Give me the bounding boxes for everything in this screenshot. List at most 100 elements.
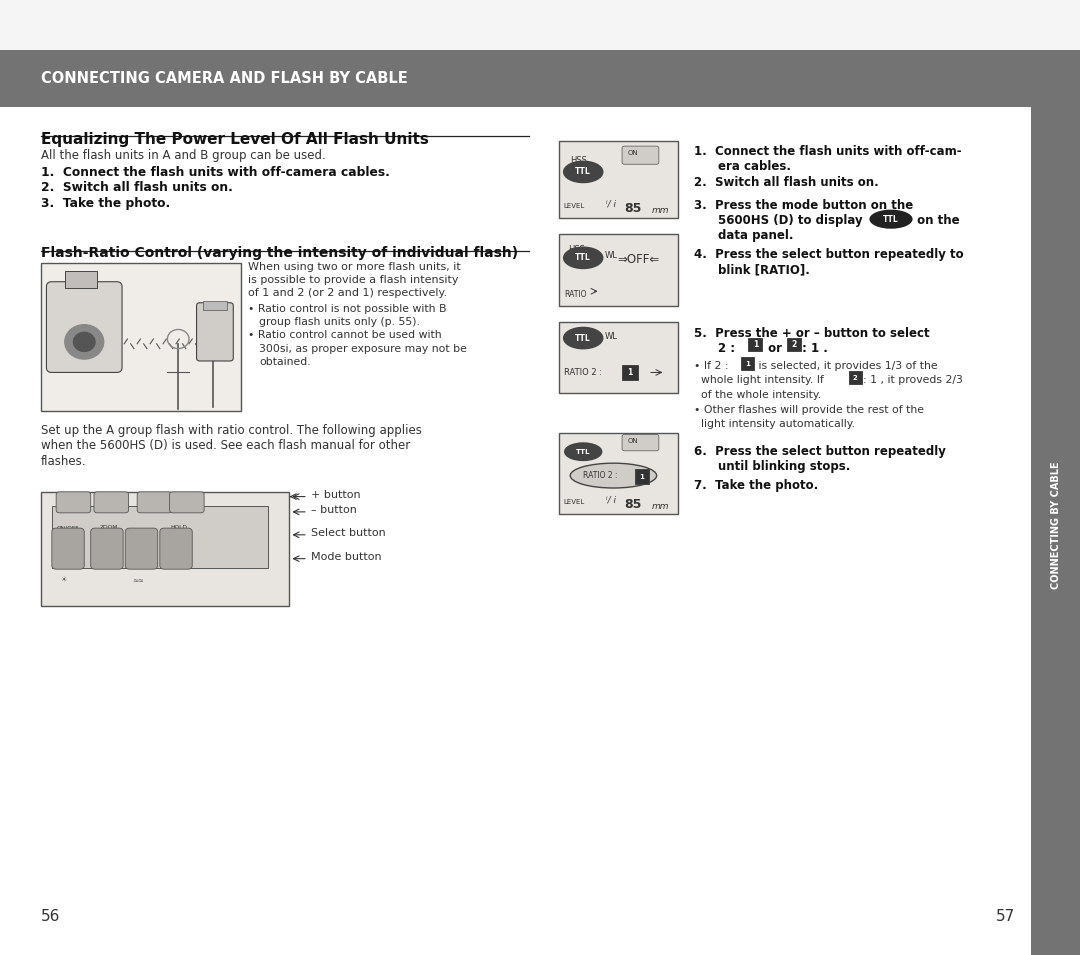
- Bar: [787, 338, 801, 351]
- Text: light intensity automatically.: light intensity automatically.: [694, 419, 855, 429]
- Text: or: or: [764, 342, 785, 355]
- Text: + button: + button: [311, 490, 361, 499]
- Text: 3.  Take the photo.: 3. Take the photo.: [41, 197, 171, 210]
- Text: Mode button: Mode button: [311, 552, 381, 562]
- Bar: [748, 338, 762, 351]
- Text: 2: 2: [792, 340, 797, 350]
- FancyBboxPatch shape: [52, 528, 84, 569]
- Text: 2: 2: [853, 375, 858, 381]
- Ellipse shape: [564, 328, 603, 349]
- Text: –: –: [153, 493, 158, 501]
- Text: ZOOM: ZOOM: [99, 525, 118, 530]
- Text: : 1 , it proveds 2/3: : 1 , it proveds 2/3: [863, 375, 962, 385]
- Bar: [1031, 50, 1080, 955]
- Text: 85: 85: [624, 498, 642, 511]
- Text: • Ratio control is not possible with B: • Ratio control is not possible with B: [248, 304, 447, 313]
- Bar: [559, 234, 678, 306]
- Text: • If 2 :: • If 2 :: [694, 361, 729, 371]
- FancyBboxPatch shape: [197, 303, 233, 361]
- FancyBboxPatch shape: [170, 492, 204, 513]
- Text: flashes.: flashes.: [41, 455, 86, 468]
- FancyBboxPatch shape: [622, 146, 659, 164]
- Text: MODE: MODE: [59, 493, 80, 499]
- Text: 2.  Switch all flash units on.: 2. Switch all flash units on.: [41, 181, 233, 195]
- FancyBboxPatch shape: [160, 528, 192, 569]
- Text: LEVEL: LEVEL: [564, 499, 585, 505]
- Text: blink [RATIO].: blink [RATIO].: [718, 264, 810, 277]
- Text: 6.  Press the select button repeatedly: 6. Press the select button repeatedly: [694, 445, 946, 458]
- Circle shape: [65, 325, 104, 359]
- Text: TTL: TTL: [576, 449, 591, 455]
- Bar: [622, 365, 638, 380]
- Text: When using two or more flash units, it: When using two or more flash units, it: [248, 262, 461, 271]
- Ellipse shape: [564, 247, 603, 268]
- Text: RATIO 2 :: RATIO 2 :: [583, 471, 618, 480]
- Text: RATIO 2 :: RATIO 2 :: [564, 368, 602, 377]
- FancyBboxPatch shape: [46, 282, 122, 372]
- Circle shape: [73, 332, 95, 351]
- Text: 5600HS (D) to display: 5600HS (D) to display: [718, 214, 863, 227]
- Text: 56: 56: [41, 909, 60, 924]
- Bar: [65, 271, 97, 288]
- Bar: [741, 357, 754, 370]
- Text: is selected, it provides 1/3 of the: is selected, it provides 1/3 of the: [755, 361, 937, 371]
- Text: 1: 1: [639, 474, 645, 479]
- Text: : 1 .: : 1 .: [802, 342, 828, 355]
- Text: mm: mm: [651, 205, 669, 215]
- Text: CONNECTING BY CABLE: CONNECTING BY CABLE: [1051, 461, 1061, 589]
- Text: WL: WL: [605, 251, 618, 261]
- Bar: [559, 141, 678, 218]
- Text: HSS: HSS: [568, 245, 585, 254]
- Text: mm: mm: [651, 501, 669, 511]
- Text: group flash units only (p. 55).: group flash units only (p. 55).: [259, 317, 420, 327]
- Text: RATIO: RATIO: [564, 289, 586, 299]
- Text: 300si, as proper exposure may not be: 300si, as proper exposure may not be: [259, 344, 467, 353]
- Text: ON/OFF: ON/OFF: [56, 525, 79, 530]
- Text: • Other flashes will provide the rest of the: • Other flashes will provide the rest of…: [694, 405, 924, 414]
- Text: 5.  Press the + or – button to select: 5. Press the + or – button to select: [694, 327, 930, 340]
- Text: TTL: TTL: [576, 333, 591, 343]
- Text: 4.  Press the select button repeatedly to: 4. Press the select button repeatedly to: [694, 248, 964, 262]
- Bar: [41, 492, 289, 606]
- Bar: [635, 469, 649, 484]
- Text: is possible to provide a flash intensity: is possible to provide a flash intensity: [248, 275, 459, 285]
- Ellipse shape: [570, 463, 657, 488]
- Text: Flash-Ratio Control (varying the intensity of individual flash): Flash-Ratio Control (varying the intensi…: [41, 246, 518, 261]
- Text: ON: ON: [627, 150, 638, 156]
- Text: HOLD: HOLD: [171, 525, 188, 530]
- Text: Set up the A group flash with ratio control. The following applies: Set up the A group flash with ratio cont…: [41, 424, 422, 437]
- Text: ≈≈: ≈≈: [132, 578, 144, 584]
- Text: 1: 1: [745, 361, 750, 367]
- FancyBboxPatch shape: [56, 492, 91, 513]
- Text: TTL: TTL: [883, 215, 899, 223]
- Text: until blinking stops.: until blinking stops.: [718, 460, 851, 474]
- Text: 1: 1: [627, 368, 633, 377]
- Text: CONNECTING CAMERA AND FLASH BY CABLE: CONNECTING CAMERA AND FLASH BY CABLE: [41, 71, 408, 86]
- Text: whole light intensity. If: whole light intensity. If: [694, 375, 827, 385]
- Text: Select button: Select button: [311, 528, 386, 538]
- FancyBboxPatch shape: [125, 528, 158, 569]
- Text: of the whole intensity.: of the whole intensity.: [694, 390, 822, 399]
- Text: 1.  Connect the flash units with off-cam-: 1. Connect the flash units with off-cam-: [694, 145, 962, 159]
- Text: TTL: TTL: [576, 167, 591, 177]
- Bar: [559, 433, 678, 514]
- Text: 3.  Press the mode button on the: 3. Press the mode button on the: [694, 199, 914, 212]
- Ellipse shape: [565, 443, 602, 460]
- Ellipse shape: [564, 161, 603, 182]
- FancyBboxPatch shape: [137, 492, 172, 513]
- Text: ☀: ☀: [60, 578, 67, 584]
- Bar: [0, 50, 1031, 107]
- Text: HSS: HSS: [570, 156, 588, 164]
- Text: • Ratio control cannot be used with: • Ratio control cannot be used with: [248, 330, 442, 340]
- Text: +: +: [175, 493, 183, 501]
- Text: ⇒OFF⇐: ⇒OFF⇐: [618, 253, 660, 266]
- Text: of 1 and 2 (or 2 and 1) respectively.: of 1 and 2 (or 2 and 1) respectively.: [248, 288, 447, 298]
- Text: ⁱ/ i: ⁱ/ i: [606, 496, 616, 505]
- Text: 2 :: 2 :: [718, 342, 735, 355]
- Text: 85: 85: [624, 202, 642, 215]
- Text: ON: ON: [627, 438, 638, 444]
- Text: 1: 1: [753, 340, 758, 350]
- Bar: [52, 506, 268, 568]
- Bar: [849, 371, 862, 384]
- FancyBboxPatch shape: [94, 492, 129, 513]
